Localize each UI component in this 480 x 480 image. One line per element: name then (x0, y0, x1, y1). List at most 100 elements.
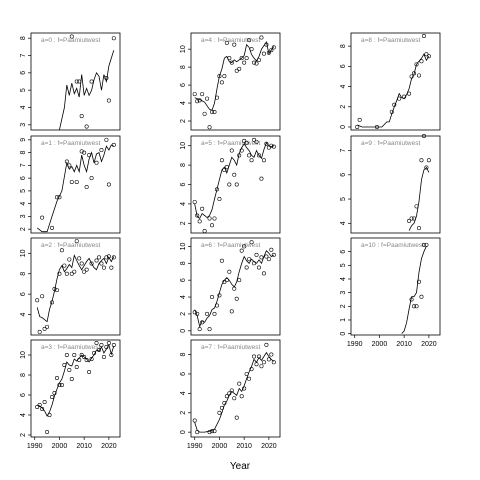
y-tick-label: 8 (20, 151, 27, 155)
observation-point (219, 80, 224, 85)
fit-line (194, 351, 275, 433)
fit-line (37, 344, 115, 417)
y-tick-label: 0 (180, 329, 187, 333)
observation-point (42, 326, 47, 331)
y-tick-label: 10 (20, 249, 27, 257)
y-tick-label: 2 (180, 312, 187, 316)
observation-point (197, 219, 202, 224)
observation-point (421, 134, 426, 139)
observation-point (416, 279, 421, 284)
observation-point (249, 367, 254, 372)
y-tick-label: 4 (20, 313, 27, 317)
observation-point (77, 79, 82, 84)
observation-point (99, 148, 104, 153)
observation-point (249, 158, 254, 163)
observation-point (252, 60, 257, 65)
observation-point (264, 254, 269, 259)
observation-point (266, 50, 271, 55)
y-tick-label: 4 (180, 202, 187, 206)
observation-point (210, 295, 215, 300)
y-tick-label: 4 (180, 295, 187, 299)
observation-point (271, 45, 276, 50)
panel-title: a=3 : f=Paamiutwest (41, 344, 100, 351)
observation-point (259, 176, 264, 181)
panel-title: a=2 : f=Paamiutwest (41, 242, 100, 249)
observation-point (45, 324, 50, 329)
observation-point (205, 96, 210, 101)
x-tick-label: 2010 (76, 443, 92, 450)
observation-point (40, 406, 45, 411)
observation-point (72, 269, 77, 274)
observation-point (414, 62, 419, 67)
x-tick-label: 1990 (347, 341, 363, 348)
y-tick-label: 2 (180, 119, 187, 123)
observation-point (45, 429, 50, 434)
panel: a=5 : f=Paamiutwest 2 4 6 8 10 (180, 135, 281, 234)
panel-title: a=7 : f=Paamiutwest (201, 344, 260, 351)
panel-frame (190, 32, 281, 131)
y-tick-label: 8 (180, 261, 187, 265)
y-tick-label: 0 (180, 430, 187, 434)
observation-point (84, 267, 89, 272)
observation-point (254, 61, 259, 66)
observation-point (79, 114, 84, 119)
observation-point (195, 213, 200, 218)
observation-point (237, 66, 242, 71)
observation-point (232, 42, 237, 47)
observation-point (50, 394, 55, 399)
observation-point (247, 38, 252, 43)
observation-point (89, 79, 94, 84)
fit-line (401, 246, 427, 334)
panel-frame (30, 135, 121, 234)
observation-point (232, 396, 237, 401)
observation-point (37, 329, 42, 334)
observation-point (247, 153, 252, 158)
y-tick-label: 9 (20, 138, 27, 142)
observation-point (261, 271, 266, 276)
observation-point (99, 261, 104, 266)
y-tick-label: 4 (180, 391, 187, 395)
observation-point (42, 399, 47, 404)
observation-point (256, 265, 261, 270)
panel-frame (350, 135, 441, 234)
fit-line (36, 254, 115, 323)
observation-point (40, 294, 45, 299)
observation-point (106, 98, 111, 103)
observation-point (237, 278, 242, 283)
observation-point (205, 311, 210, 316)
panel-frame (30, 339, 121, 438)
observation-point (419, 158, 424, 163)
observation-point (426, 158, 431, 163)
y-tick-label: 10 (180, 142, 187, 150)
fit-line (59, 50, 115, 131)
panel-title: a=5 : f=Paamiutwest (201, 140, 260, 147)
y-tick-label: 7 (340, 149, 347, 153)
panel-frame (190, 237, 281, 336)
observation-point (224, 40, 229, 45)
y-tick-label: 10 (180, 45, 187, 53)
observation-point (229, 309, 234, 314)
y-tick-label: 5 (20, 88, 27, 92)
observation-point (192, 199, 197, 204)
panel: a=8 : f=Paamiutwest 0 2 4 6 8 (340, 32, 441, 131)
observation-point (249, 240, 254, 245)
observation-point (207, 327, 212, 332)
observation-point (200, 206, 205, 211)
panel: a=7 : f=Paamiutwest 0 2 4 6 8 1990 2000 2010 2020 (180, 339, 281, 450)
observation-point (82, 354, 87, 359)
observation-point (57, 271, 62, 276)
x-tick-label: 2020 (261, 443, 277, 450)
observation-point (84, 185, 89, 190)
observation-point (264, 141, 269, 146)
y-tick-label: 8 (180, 353, 187, 357)
observation-point (109, 265, 114, 270)
observation-point (84, 124, 89, 129)
y-tick-label: 4 (180, 101, 187, 105)
observation-point (69, 271, 74, 276)
y-tick-label: 3 (20, 123, 27, 127)
observation-point (50, 225, 55, 230)
y-tick-label: 2 (180, 411, 187, 415)
y-tick-label: 6 (180, 278, 187, 282)
observation-point (82, 269, 87, 274)
